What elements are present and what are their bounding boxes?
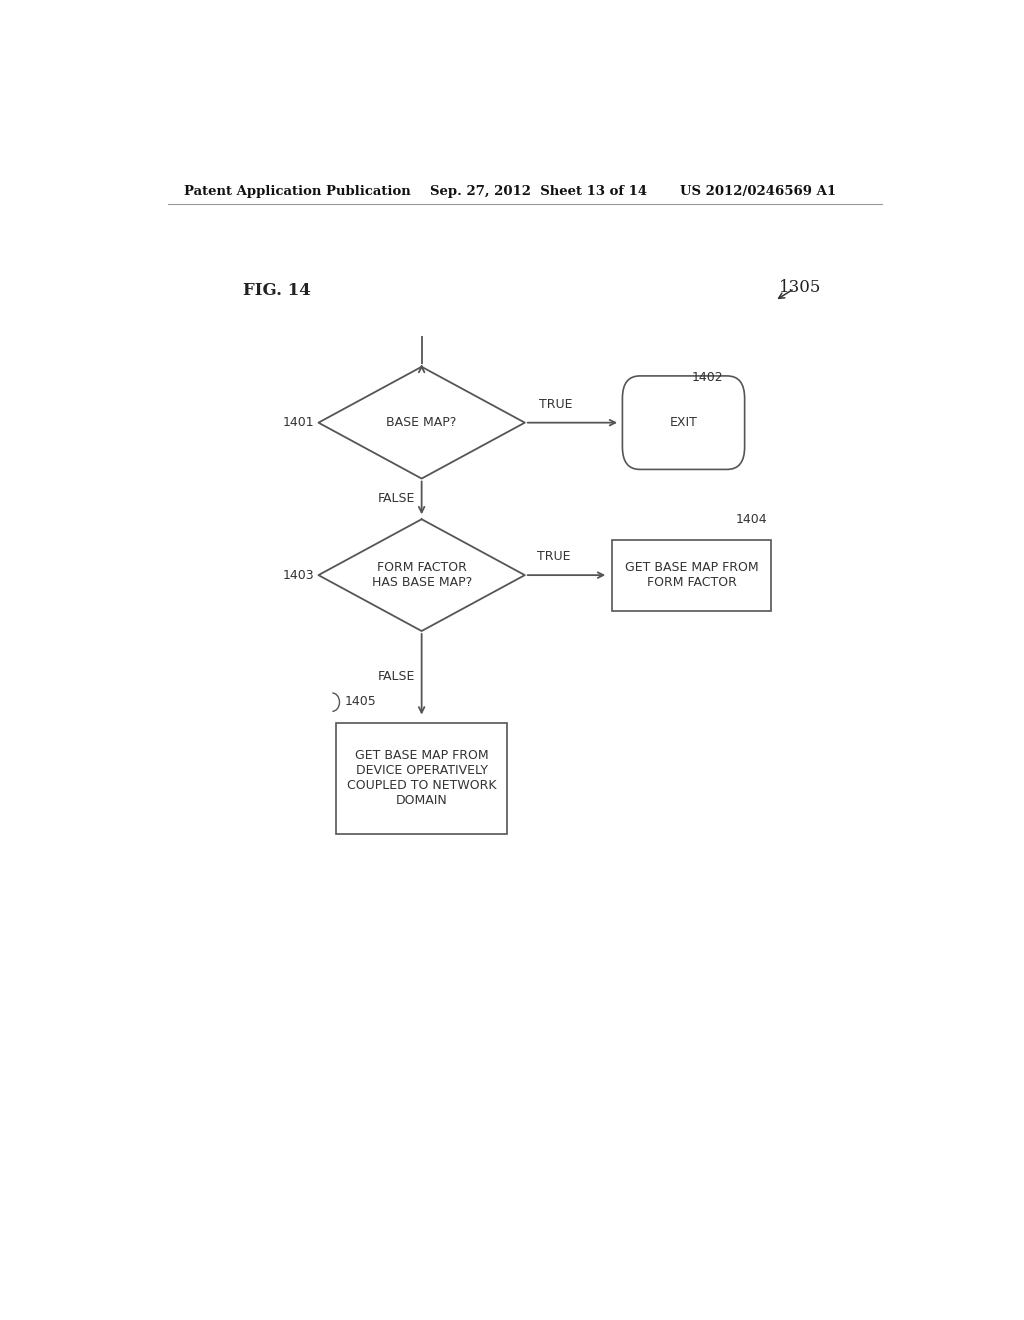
Text: 1305: 1305	[778, 279, 821, 296]
FancyBboxPatch shape	[336, 722, 507, 834]
Text: GET BASE MAP FROM
FORM FACTOR: GET BASE MAP FROM FORM FACTOR	[625, 561, 758, 589]
FancyBboxPatch shape	[612, 540, 771, 611]
Text: GET BASE MAP FROM
DEVICE OPERATIVELY
COUPLED TO NETWORK
DOMAIN: GET BASE MAP FROM DEVICE OPERATIVELY COU…	[347, 750, 497, 808]
Text: FALSE: FALSE	[378, 671, 416, 684]
Text: BASE MAP?: BASE MAP?	[386, 416, 457, 429]
Text: 1403: 1403	[283, 569, 314, 582]
Text: FORM FACTOR
HAS BASE MAP?: FORM FACTOR HAS BASE MAP?	[372, 561, 472, 589]
Text: 1402: 1402	[691, 371, 723, 384]
Text: FALSE: FALSE	[378, 492, 416, 506]
FancyBboxPatch shape	[623, 376, 744, 470]
Text: FIG. 14: FIG. 14	[243, 282, 311, 300]
Text: EXIT: EXIT	[670, 416, 697, 429]
Text: Patent Application Publication: Patent Application Publication	[183, 185, 411, 198]
Text: 1405: 1405	[344, 696, 376, 709]
Text: TRUE: TRUE	[537, 550, 570, 564]
Text: 1404: 1404	[735, 513, 767, 527]
Text: 1401: 1401	[283, 416, 314, 429]
Text: Sep. 27, 2012  Sheet 13 of 14: Sep. 27, 2012 Sheet 13 of 14	[430, 185, 647, 198]
Text: TRUE: TRUE	[539, 397, 572, 411]
Text: US 2012/0246569 A1: US 2012/0246569 A1	[680, 185, 836, 198]
